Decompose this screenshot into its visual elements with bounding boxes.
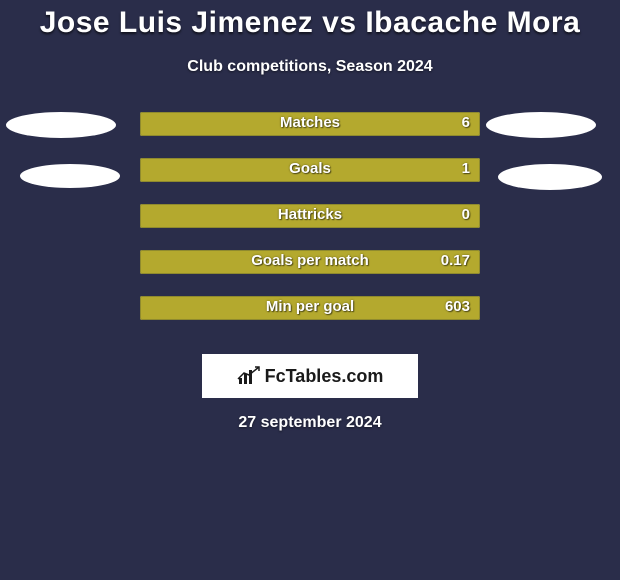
bar-fill [140, 250, 480, 274]
bar-fill [140, 112, 480, 136]
chart-icon [237, 366, 261, 386]
footer-date: 27 september 2024 [0, 414, 620, 432]
page-subtitle: Club competitions, Season 2024 [0, 58, 620, 76]
page-title: Jose Luis Jimenez vs Ibacache Mora [0, 0, 620, 40]
bar-fill [140, 204, 480, 228]
bar-fill [140, 158, 480, 182]
brand-text: FcTables.com [265, 366, 384, 387]
stat-row: Min per goal603 [0, 296, 620, 342]
comparison-chart: Matches6Goals1Hattricks0Goals per match0… [0, 112, 620, 342]
brand-logo: FcTables.com [202, 354, 418, 398]
stat-row: Hattricks0 [0, 204, 620, 250]
bar-fill [140, 296, 480, 320]
stat-row: Goals per match0.17 [0, 250, 620, 296]
stat-row: Matches6 [0, 112, 620, 158]
stat-row: Goals1 [0, 158, 620, 204]
